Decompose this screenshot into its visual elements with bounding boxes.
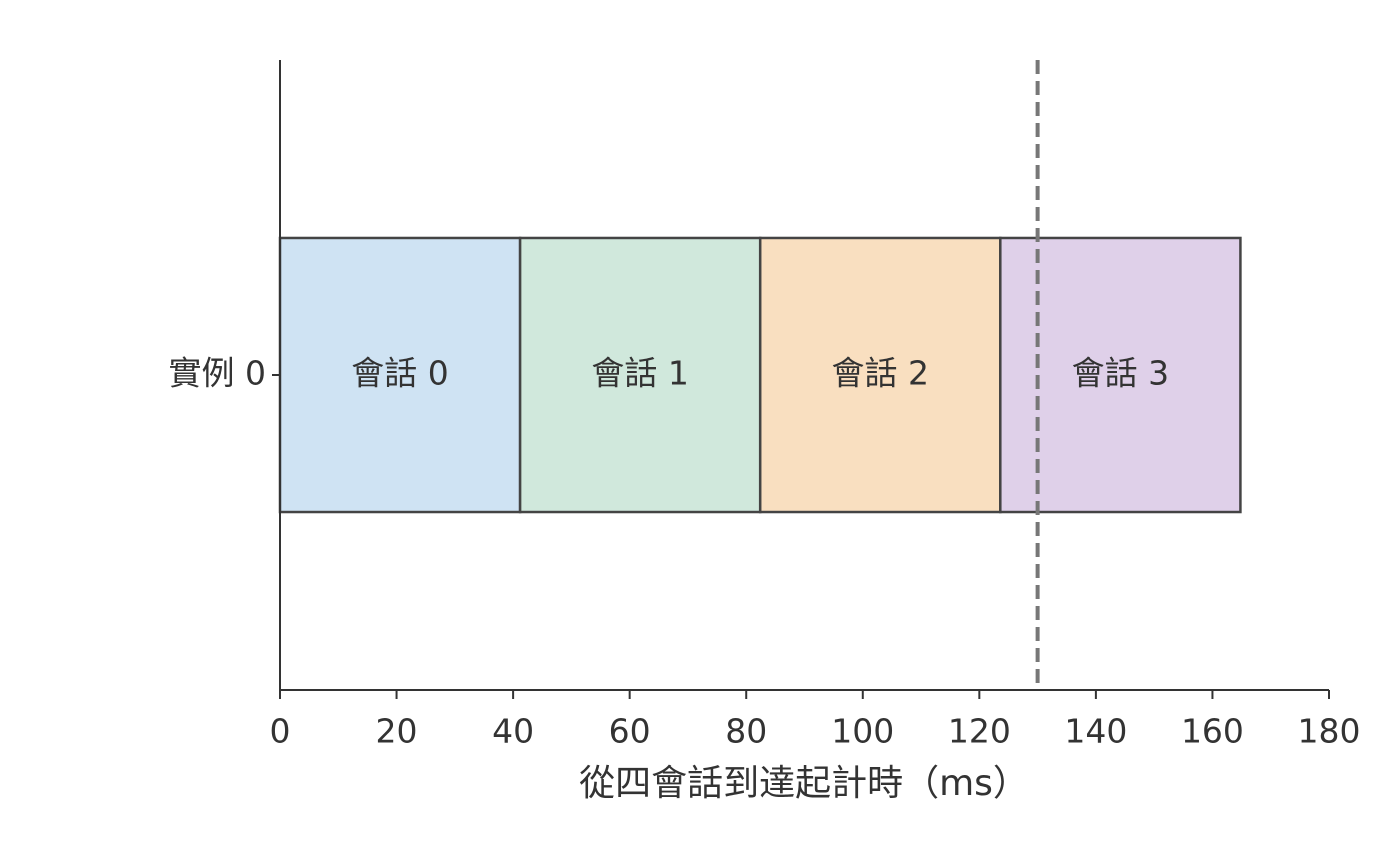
x-tick-label: 100 [831,712,894,751]
segment-label: 會話 2 [832,354,930,393]
x-tick-label: 120 [948,712,1011,751]
x-tick-label: 60 [609,712,651,751]
x-tick-label: 140 [1064,712,1127,751]
bar-segment [518,236,762,514]
bar-segment [278,236,522,514]
x-axis-label: 從四會話到達起計時（ms） [579,763,1029,804]
x-tick-label: 80 [725,712,767,751]
x-tick-label: 20 [376,712,418,751]
x-tick-label: 0 [270,712,291,751]
bar-segment [999,236,1242,514]
x-tick-label: 40 [492,712,534,751]
bar-segment [758,236,1002,514]
segment-label: 會話 3 [1072,354,1170,393]
x-tick-label: 160 [1181,712,1244,751]
segment-label: 會話 1 [591,354,689,393]
segment-label: 會話 0 [351,354,449,393]
y-tick-label: 實例 0 [169,354,267,393]
x-tick-label: 180 [1298,712,1361,751]
